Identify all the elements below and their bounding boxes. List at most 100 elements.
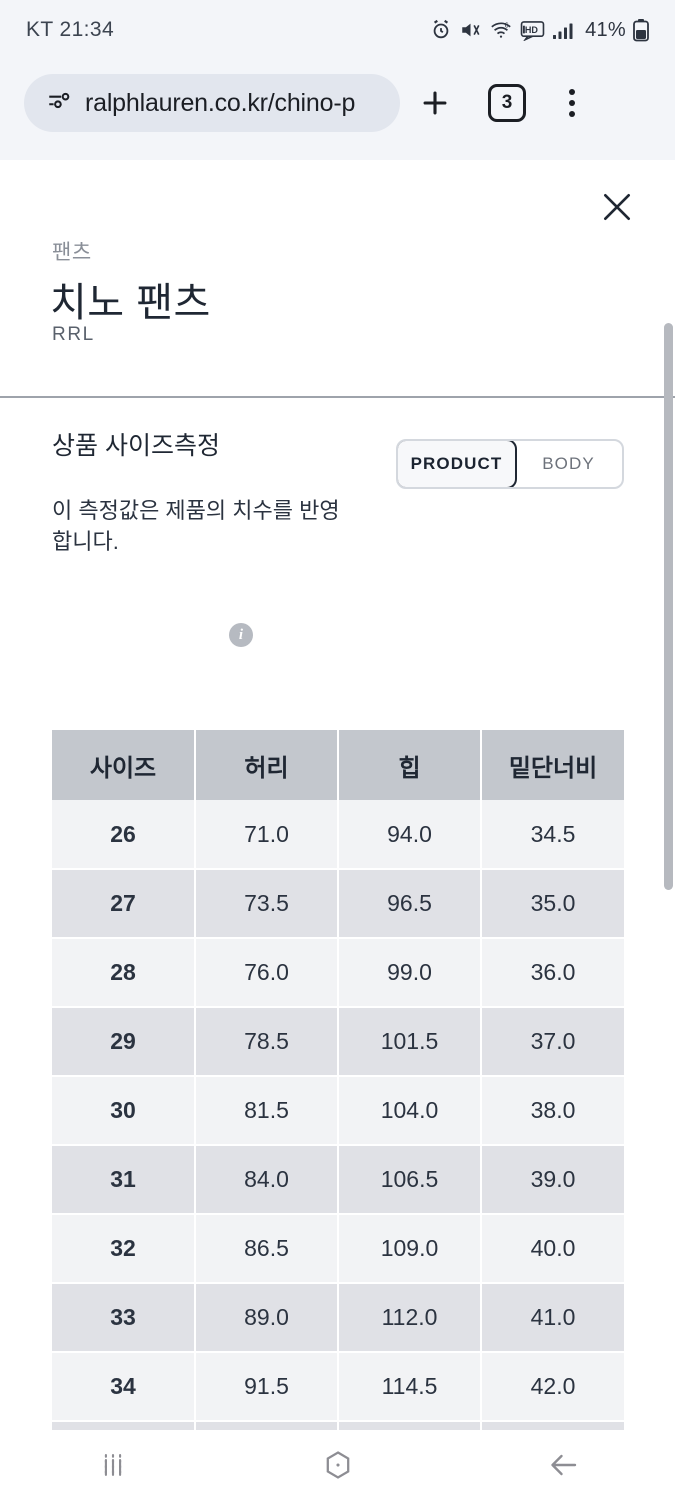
svg-text:HD: HD <box>525 24 539 34</box>
signal-bars-icon <box>552 20 576 40</box>
cell-waist: 84.0 <box>195 1145 339 1215</box>
page-title: 치노 팬츠 <box>50 281 211 325</box>
mute-icon <box>459 19 482 41</box>
close-x-icon <box>604 194 630 220</box>
cell-size: 32 <box>52 1214 196 1284</box>
tab-switcher-button[interactable]: 3 <box>470 84 544 122</box>
header-divider <box>0 396 675 398</box>
page-info-icon[interactable] <box>46 88 72 119</box>
table-row: 32 86.5 109.0 40.0 <box>52 1214 624 1284</box>
cell-waist: 71.0 <box>195 800 339 870</box>
table-row: 28 76.0 99.0 36.0 <box>52 938 624 1008</box>
cell-size: 33 <box>52 1283 196 1353</box>
column-header-hemwidth: 밑단너비 <box>481 730 624 800</box>
table-row: 3594.0117.043.0 <box>52 1421 624 1430</box>
cell-hip: 112.0 <box>338 1283 482 1353</box>
hd-icon: HD <box>520 20 545 41</box>
cell-hip: 94.0 <box>338 800 482 870</box>
status-icons: 6 HD 41% <box>430 18 649 42</box>
cell-hem: 41.0 <box>481 1283 624 1353</box>
cell-size: 35 <box>52 1421 196 1430</box>
cell-hip: 104.0 <box>338 1076 482 1146</box>
toggle-option-body[interactable]: BODY <box>542 454 595 473</box>
table-row: 27 73.5 96.5 35.0 <box>52 869 624 939</box>
carrier-and-clock: KT 21:34 <box>26 18 115 41</box>
cell-hem: 40.0 <box>481 1214 624 1284</box>
cell-waist: 81.5 <box>195 1076 339 1146</box>
cell-size: 30 <box>52 1076 196 1146</box>
cell-hem: 42.0 <box>481 1352 624 1422</box>
cell-hip: 96.5 <box>338 869 482 939</box>
cell-hem: 38.0 <box>481 1076 624 1146</box>
size-table-head: 사이즈 허리 힙 밑단너비 <box>52 730 624 800</box>
table-row: 34 91.5 114.5 42.0 <box>52 1352 624 1422</box>
alarm-icon <box>430 19 452 41</box>
table-row: 29 78.5 101.5 37.0 <box>52 1007 624 1077</box>
battery-percent-label: 41% <box>585 18 626 41</box>
cell-size: 34 <box>52 1352 196 1422</box>
info-icon[interactable]: i <box>229 623 253 647</box>
cell-hem: 36.0 <box>481 938 624 1008</box>
column-header-waist: 허리 <box>195 730 339 800</box>
cell-hip: 114.5 <box>338 1352 482 1422</box>
size-section-header: 상품 사이즈측정 이 측정값은 제품의 치수를 반영합니다. PRODUCT B… <box>0 413 675 554</box>
address-bar[interactable]: ralphlauren.co.kr/chino-p <box>24 74 400 132</box>
table-row: 30 81.5 104.0 38.0 <box>52 1076 624 1146</box>
cell-hip: 101.5 <box>338 1007 482 1077</box>
cell-hip: 99.0 <box>338 938 482 1008</box>
table-header-row: 사이즈 허리 힙 밑단너비 <box>52 730 624 800</box>
table-row: 31 84.0 106.5 39.0 <box>52 1145 624 1215</box>
new-tab-button[interactable] <box>400 86 470 120</box>
cell-size: 27 <box>52 869 196 939</box>
battery-icon <box>633 18 649 42</box>
browser-chrome: KT 21:34 <box>0 0 675 160</box>
column-header-size: 사이즈 <box>52 730 196 800</box>
cell-waist: 91.5 <box>195 1352 339 1422</box>
cell-waist: 94.0 <box>195 1421 339 1430</box>
cell-waist: 89.0 <box>195 1283 339 1353</box>
cell-hem: 35.0 <box>481 869 624 939</box>
toggle-option-product[interactable]: PRODUCT <box>398 441 517 487</box>
size-table-body: 26 71.0 94.0 34.5 27 73.5 96.5 35.0 28 76.0 99.0 36… <box>52 800 624 1430</box>
home-button[interactable] <box>278 1430 398 1500</box>
android-nav-bar <box>0 1430 675 1500</box>
cell-size: 26 <box>52 800 196 870</box>
back-button[interactable] <box>503 1430 623 1500</box>
brand-label: RRL <box>52 324 95 345</box>
cell-size: 29 <box>52 1007 196 1077</box>
wifi-6-icon: 6 <box>489 19 513 41</box>
cell-size: 28 <box>52 938 196 1008</box>
table-row: 33 89.0 112.0 41.0 <box>52 1283 624 1353</box>
status-bar: KT 21:34 <box>0 0 675 60</box>
omnibox-row: ralphlauren.co.kr/chino-p 3 <box>0 62 675 144</box>
recents-button[interactable] <box>53 1430 173 1500</box>
recents-icon <box>104 1454 121 1476</box>
back-arrow-icon <box>550 1454 576 1476</box>
page-content: 팬츠 치노 팬츠 RRL 상품 사이즈측정 이 측정값은 제품의 치수를 반영합… <box>0 160 675 1430</box>
cell-hem: 39.0 <box>481 1145 624 1215</box>
home-icon <box>326 1451 349 1479</box>
tab-count-label: 3 <box>488 84 526 122</box>
cell-size: 31 <box>52 1145 196 1215</box>
cell-waist: 78.5 <box>195 1007 339 1077</box>
cell-hip: 106.5 <box>338 1145 482 1215</box>
product-header: 팬츠 치노 팬츠 RRL <box>0 160 675 398</box>
table-row: 26 71.0 94.0 34.5 <box>52 800 624 870</box>
three-dot-menu-icon <box>569 89 575 117</box>
cell-waist: 86.5 <box>195 1214 339 1284</box>
page-scrollbar[interactable] <box>664 323 673 890</box>
browser-menu-button[interactable] <box>544 89 600 117</box>
measurement-mode-toggle[interactable]: PRODUCT BODY <box>396 439 624 489</box>
close-button[interactable] <box>591 181 643 233</box>
size-section-title: 상품 사이즈측정 <box>52 432 220 460</box>
size-table-wrapper: 사이즈 허리 힙 밑단너비 26 71.0 94.0 34.5 27 73.5 96.5 35… <box>52 730 624 1430</box>
size-section: 상품 사이즈측정 이 측정값은 제품의 치수를 반영합니다. PRODUCT B… <box>0 397 675 554</box>
size-section-description: 이 측정값은 제품의 치수를 반영합니다. <box>52 498 340 555</box>
cell-hem: 34.5 <box>481 800 624 870</box>
cell-hip: 109.0 <box>338 1214 482 1284</box>
cell-hem: 37.0 <box>481 1007 624 1077</box>
size-table: 사이즈 허리 힙 밑단너비 26 71.0 94.0 34.5 27 73.5 96.5 35… <box>52 730 624 1430</box>
cell-hem: 43.0 <box>481 1421 624 1430</box>
cell-waist: 73.5 <box>195 869 339 939</box>
cell-waist: 76.0 <box>195 938 339 1008</box>
